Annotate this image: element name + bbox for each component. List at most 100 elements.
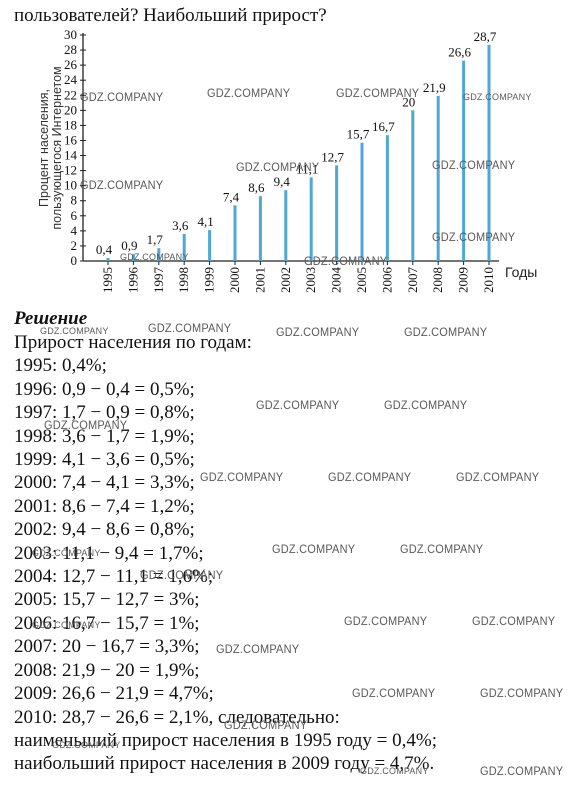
solution-line: 2008: 21,9 − 20 = 1,9%;	[14, 659, 200, 681]
bar	[411, 110, 415, 261]
x-tick-label: 2005	[354, 267, 369, 293]
y-tick-label: 28	[64, 42, 77, 57]
x-tick-label: 2001	[252, 267, 267, 293]
y-tick-label: 22	[64, 87, 77, 102]
y-axis-label-line-1: Процент населения,	[37, 89, 51, 207]
bar	[233, 205, 237, 261]
watermark: GDZ.COMPANY	[400, 543, 484, 557]
watermark: GDZ.COMPANY	[256, 399, 340, 413]
watermark: GDZ.COMPANY	[236, 161, 320, 175]
data-label: 1,7	[147, 232, 164, 247]
data-label: 20	[402, 94, 415, 109]
y-tick-label: 24	[64, 72, 78, 87]
y-tick-label: 0	[71, 253, 78, 268]
watermark: GDZ.COMPANY	[272, 543, 356, 557]
data-label: 12,7	[321, 149, 344, 164]
x-tick-label: 1998	[176, 267, 191, 293]
solution-heading: Решение	[14, 308, 88, 329]
x-tick-label: 2003	[303, 267, 318, 293]
x-tick-label: 1995	[100, 267, 115, 293]
data-label: 3,6	[172, 218, 189, 233]
data-label: 7,4	[223, 189, 240, 204]
watermark: GDZ.COMPANY	[216, 643, 300, 657]
y-tick-label: 26	[64, 57, 78, 72]
data-label: 16,7	[372, 119, 395, 134]
solution-line: 2006: 16,7 − 15,7 = 1%;	[14, 612, 200, 634]
solution-line: наименьший прирост населения в 1995 году…	[14, 729, 437, 751]
watermark: GDZ.COMPANY	[480, 765, 564, 779]
data-label: 0,4	[96, 242, 113, 257]
watermark: GDZ.COMPANY	[344, 615, 428, 629]
watermark: GDZ.COMPANY	[52, 739, 121, 751]
y-tick-label: 8	[71, 193, 78, 208]
solution-line: Прирост населения по годам:	[14, 332, 252, 353]
watermark: GDZ.COMPANY	[120, 251, 189, 263]
y-tick-label: 6	[71, 208, 78, 223]
y-tick-label: 12	[64, 163, 77, 178]
x-tick-label: 2002	[278, 267, 293, 293]
y-tick-label: 16	[64, 132, 78, 147]
solution-line: 2000: 7,4 − 4,1 = 3,3%;	[14, 472, 195, 494]
solution-line: 2009: 26,6 − 21,9 = 4,7%;	[14, 683, 214, 705]
y-tick-label: 10	[64, 178, 77, 193]
bar	[208, 230, 212, 261]
data-label: 11,1	[296, 161, 318, 176]
x-tick-label: 2010	[481, 267, 496, 293]
solution-line: 1998: 3,6 − 1,7 = 1,9%;	[14, 425, 195, 447]
bar	[385, 135, 389, 261]
solution-line: 2005: 15,7 − 12,7 = 3%;	[14, 589, 200, 611]
data-label: 4,1	[197, 214, 213, 229]
bar	[106, 257, 110, 261]
y-tick-label: 4	[71, 223, 78, 238]
x-tick-label: 1997	[151, 267, 166, 294]
y-tick-label: 20	[64, 102, 77, 117]
x-tick-label: 2006	[379, 267, 394, 294]
y-tick-label: 14	[64, 148, 78, 163]
watermark: GDZ.COMPANY	[480, 687, 564, 701]
x-tick-label: 1996	[125, 267, 140, 294]
y-tick-label: 18	[64, 117, 77, 132]
solution-line: 1995: 0,4%;	[14, 355, 107, 377]
watermark: GDZ.COMPANY	[140, 569, 224, 583]
solution-line: 1997: 1,7 − 0,9 = 0,8%;	[14, 402, 195, 424]
bar	[284, 190, 288, 261]
watermark: GDZ.COMPANY	[148, 322, 232, 336]
watermark: GDZ.COMPANY	[472, 615, 556, 629]
bar	[131, 254, 135, 261]
data-label: 21,9	[423, 80, 446, 95]
data-label: 28,7	[474, 29, 497, 44]
y-tick-label: 2	[71, 238, 78, 253]
data-label: 15,7	[347, 127, 370, 142]
solution-line: 2004: 12,7 − 11,1 = 1,6%;	[14, 566, 214, 588]
solution-body: Прирост населения по годам: 1995: 0,4%; 19…	[14, 331, 437, 776]
watermark: GDZ.COMPANY	[80, 91, 164, 105]
solution-line: 2001: 8,6 − 7,4 = 1,2%;	[14, 495, 195, 517]
watermark: GDZ.COMPANY	[432, 231, 516, 245]
watermark: GDZ.COMPANY	[40, 325, 109, 337]
bar	[182, 233, 186, 261]
solution-line: 1996: 0,9 − 0,4 = 0,5%;	[14, 378, 195, 400]
data-label: 9,4	[274, 174, 291, 189]
solution-line: 2003: 11,1 − 9,4 = 1,7%;	[14, 542, 204, 564]
watermark: GDZ.COMPANY	[224, 719, 308, 733]
x-axis-label: Годы	[505, 264, 537, 280]
x-tick-label: 2004	[329, 267, 344, 294]
x-tick-label: 2007	[405, 267, 420, 294]
bar	[309, 177, 313, 261]
solution-line: 2010: 28,7 − 26,6 = 2,1%, следовательно:	[14, 706, 340, 728]
x-tick-label: 1999	[202, 267, 217, 293]
data-label: 8,6	[248, 180, 265, 195]
y-axis-label: Процент населения,пользующегося Интернет…	[37, 66, 64, 229]
watermark: GDZ.COMPANY	[336, 87, 420, 101]
data-label: 0,9	[121, 238, 137, 253]
watermark: GDZ.COMPANY	[80, 179, 164, 193]
watermark: GDZ.COMPANY	[360, 765, 429, 777]
watermark: GDZ.COMPANY	[32, 619, 101, 631]
watermark: GDZ.COMPANY	[456, 471, 540, 485]
watermark: GDZ.COMPANY	[207, 87, 291, 101]
watermark: GDZ.COMPANY	[276, 326, 360, 340]
data-label: 26,6	[448, 45, 471, 60]
solution-line: 2007: 20 − 16,7 = 3,3%;	[14, 636, 200, 658]
bar	[462, 60, 466, 261]
solution-line: 2002: 9,4 − 8,6 = 0,8%;	[14, 519, 195, 541]
